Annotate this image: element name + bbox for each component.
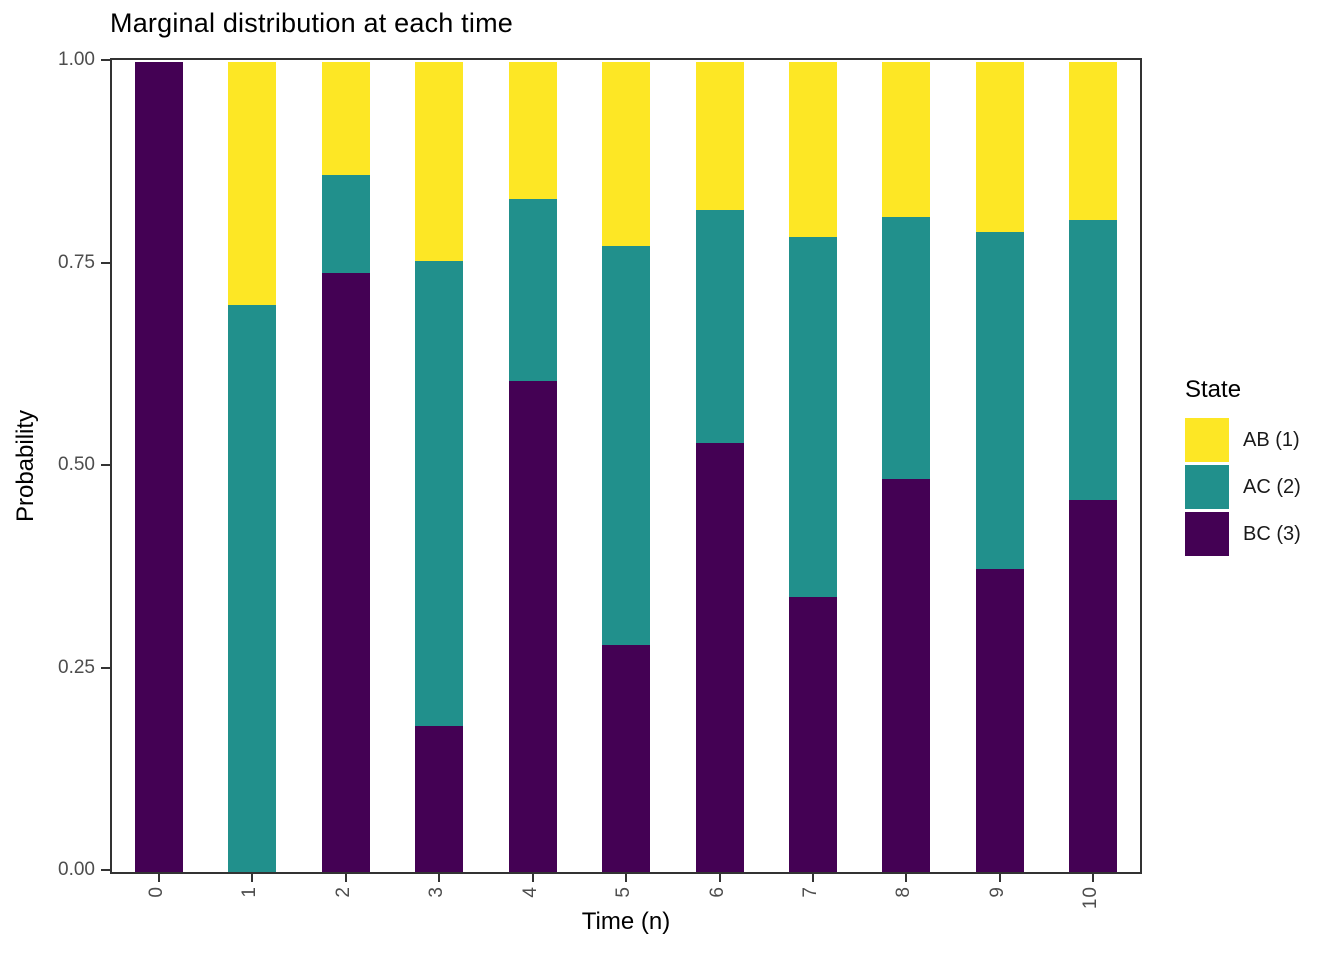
bar-segment	[695, 210, 744, 443]
x-tick-mark	[251, 874, 254, 882]
legend-row: AC (2)	[1185, 465, 1343, 509]
x-tick-mark	[998, 874, 1001, 882]
y-tick-label: 0.50	[58, 454, 95, 475]
bar-segment	[695, 62, 744, 210]
y-tick-mark	[101, 464, 110, 466]
bar-segment	[1069, 220, 1118, 501]
x-tick-mark	[811, 874, 814, 882]
y-tick-label: 0.25	[58, 656, 95, 678]
bar-segment	[975, 569, 1024, 872]
x-tick-mark	[531, 874, 534, 882]
legend-row: BC (3)	[1185, 512, 1343, 556]
bar-segment	[975, 232, 1024, 570]
legend-entries: AB (1) AC (2) BC (3)	[1185, 418, 1343, 556]
y-tick-mark	[101, 666, 110, 669]
bar-segment	[508, 198, 557, 381]
bar-segment	[882, 62, 931, 217]
x-tick-mark	[905, 874, 908, 882]
y-tick-mark	[101, 59, 110, 61]
bar-segment	[228, 305, 277, 872]
y-tick-mark	[101, 261, 110, 264]
legend-key-swatch	[1185, 512, 1229, 556]
x-tick-label: 6	[706, 886, 728, 898]
x-tick-label: 2	[332, 886, 354, 898]
bar-segment	[788, 62, 837, 238]
x-tick-label: 1	[239, 886, 261, 898]
x-axis-title: Time (n)	[581, 908, 671, 935]
x-tick-label: 5	[613, 886, 634, 898]
chart-title: Marginal distribution at each time	[110, 8, 513, 38]
legend-title: State	[1185, 376, 1242, 403]
bar-segment	[508, 62, 557, 199]
bar-segment	[415, 261, 464, 727]
x-tick-mark	[438, 874, 441, 882]
legend-label: BC (3)	[1243, 522, 1301, 545]
y-tick-label: 1.00	[58, 49, 95, 70]
x-tick-label: 0	[145, 886, 167, 898]
y-axis-title: Probability	[12, 409, 39, 523]
plot-panel	[110, 58, 1142, 874]
bar-segment	[788, 237, 837, 597]
y-tick-mark	[101, 869, 110, 871]
bar-segment	[134, 62, 183, 872]
x-tick-label: 3	[426, 886, 448, 898]
y-tick-label: 0.75	[58, 251, 95, 273]
bar-segment	[321, 272, 370, 872]
bar-segment	[602, 245, 650, 645]
legend-key-swatch	[1185, 418, 1229, 462]
x-tick-mark	[344, 874, 347, 882]
bar-segment	[975, 62, 1024, 233]
x-tick-mark	[1092, 874, 1095, 882]
x-tick-mark	[718, 874, 721, 882]
x-tick-label: 9	[986, 886, 1008, 898]
legend-label: AC (2)	[1243, 475, 1301, 498]
bar-segment	[415, 726, 464, 872]
bar-segment	[695, 442, 744, 872]
x-tick-label: 7	[799, 886, 821, 898]
bar-segment	[602, 62, 650, 246]
x-tick-mark	[625, 874, 627, 882]
bar-segment	[1069, 500, 1118, 872]
bar-segment	[602, 644, 650, 872]
bar-segment	[1069, 62, 1118, 221]
bar-segment	[321, 62, 370, 176]
legend-label: AB (1)	[1243, 428, 1300, 451]
legend-key-swatch	[1185, 465, 1229, 509]
x-tick-label: 4	[519, 886, 541, 898]
x-tick-label: 10	[1080, 886, 1102, 910]
bar-segment	[508, 380, 557, 872]
bar-segment	[321, 175, 370, 273]
x-tick-label: 8	[893, 886, 915, 898]
bar-segment	[228, 62, 277, 305]
legend-row: AB (1)	[1185, 418, 1343, 462]
bar-segment	[415, 62, 464, 262]
bar-segment	[788, 597, 837, 872]
y-tick-label: 0.00	[58, 859, 95, 880]
legend: State AB (1) AC (2) BC (3)	[1185, 376, 1343, 559]
bar-segment	[882, 216, 931, 480]
bar-segment	[882, 479, 931, 872]
x-tick-mark	[157, 874, 160, 882]
